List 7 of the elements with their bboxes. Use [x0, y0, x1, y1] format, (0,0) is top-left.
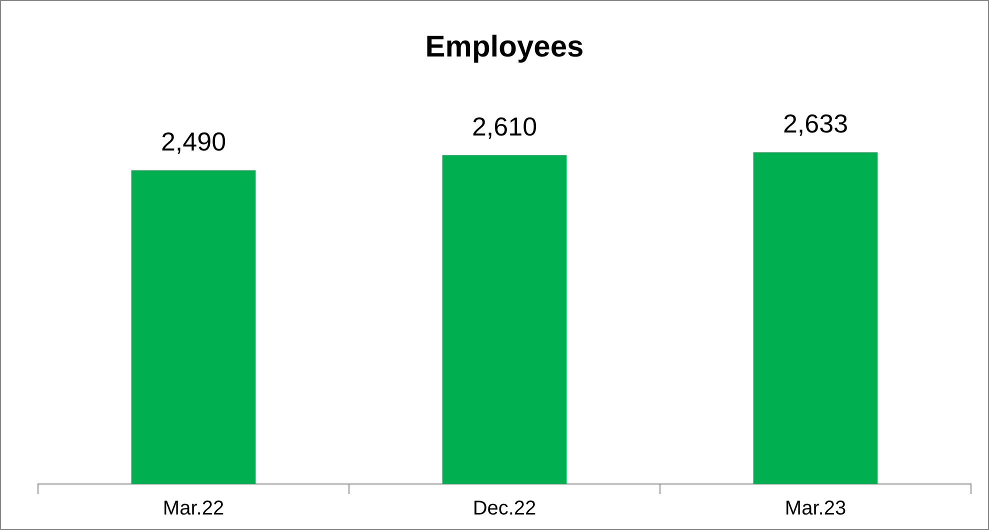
data-label: 2,633 [782, 108, 848, 138]
data-label: 2,610 [472, 111, 538, 142]
x-tick-label: Dec.22 [472, 498, 536, 520]
data-label: 2,490 [160, 126, 226, 156]
x-tick-label: Mar.23 [784, 498, 846, 520]
x-tick-label: Mar.22 [162, 498, 224, 520]
chart-title: Employees [425, 30, 584, 64]
